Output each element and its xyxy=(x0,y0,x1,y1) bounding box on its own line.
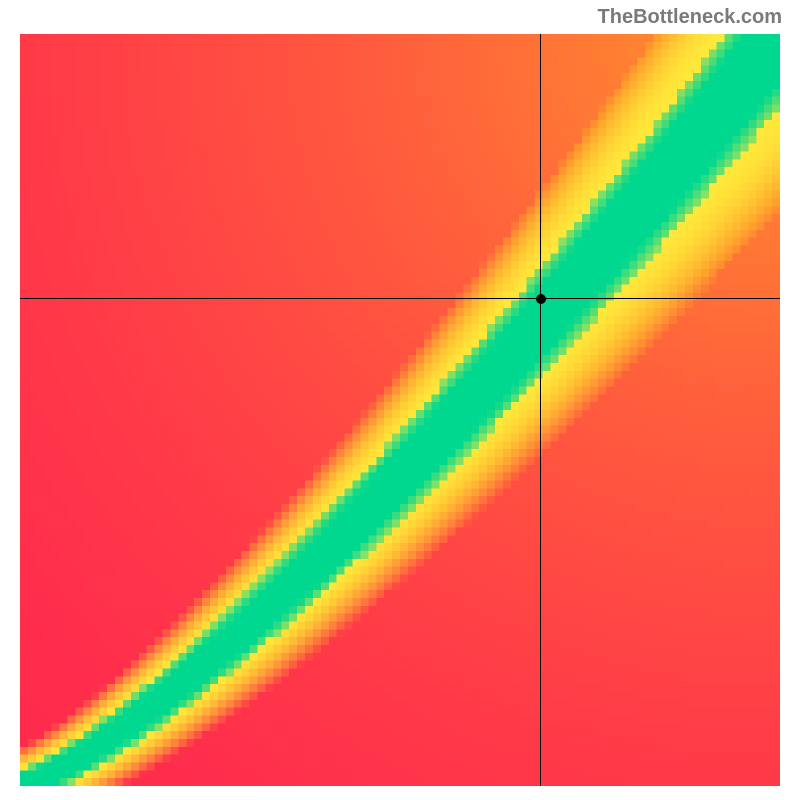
watermark-text: TheBottleneck.com xyxy=(598,6,782,29)
crosshair-horizontal xyxy=(20,298,780,300)
bottleneck-heatmap xyxy=(20,34,780,786)
chart-container: TheBottleneck.com xyxy=(0,0,800,800)
crosshair-marker xyxy=(536,294,546,304)
crosshair-vertical xyxy=(540,34,542,786)
